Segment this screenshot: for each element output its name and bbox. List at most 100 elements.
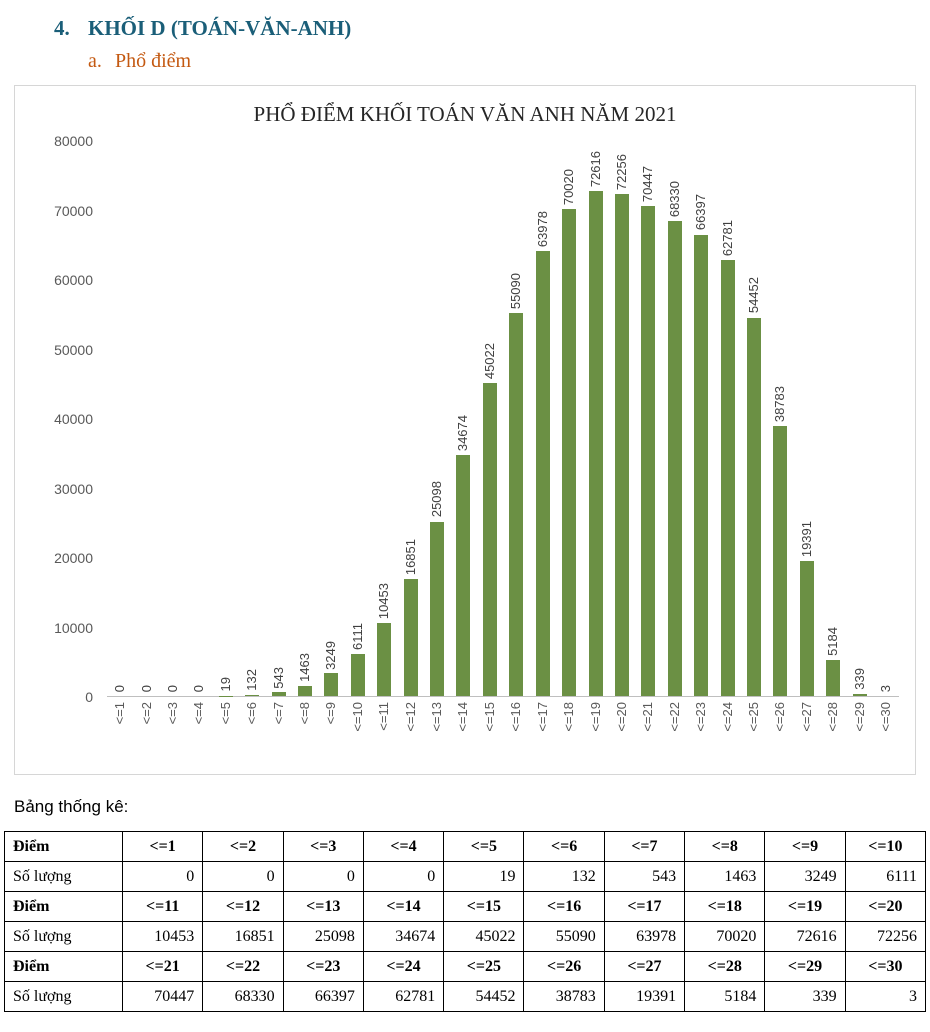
- table-row-counts: Số lượng 10453 16851 25098 34674 45022 55090 63…: [4, 921, 927, 952]
- x-axis-label: <=29: [851, 702, 867, 732]
- bar-value-label: 66397: [693, 194, 709, 231]
- x-label-column: <=14: [450, 702, 476, 759]
- table-cell-score: <=14: [362, 891, 445, 922]
- bar-value-label: 10453: [376, 583, 392, 620]
- bar: [245, 695, 260, 696]
- bar-column: 70020: [556, 141, 582, 696]
- bar-column: 63978: [530, 141, 556, 696]
- bar-value-label: 19391: [798, 521, 814, 558]
- bar-value-label: 72256: [613, 153, 629, 190]
- x-axis-label: <=1: [112, 702, 128, 725]
- bar: [614, 193, 629, 696]
- bar: [535, 251, 550, 696]
- x-axis-label: <=23: [693, 702, 709, 732]
- x-label-column: <=7: [265, 702, 291, 759]
- bar-value-label: 68330: [666, 180, 682, 218]
- x-label-column: <=2: [133, 702, 159, 759]
- bar-value-label: 3249: [323, 640, 339, 670]
- x-axis-label: <=14: [455, 702, 471, 732]
- bar: [852, 693, 867, 696]
- bar: [271, 692, 286, 696]
- table-cell-score: <=26: [523, 951, 605, 982]
- row-label-score: Điểm: [4, 951, 123, 982]
- bar-value-label: 16851: [402, 538, 418, 575]
- x-axis-label: <=19: [587, 702, 603, 732]
- y-tick-label: 40000: [54, 411, 93, 427]
- x-axis-label: <=11: [376, 702, 392, 731]
- table-cell-count: 5184: [684, 981, 766, 1012]
- table-cell-score: <=23: [282, 951, 364, 982]
- bar: [324, 673, 339, 696]
- subsection-title: Phổ điểm: [115, 50, 192, 72]
- bar-column: 25098: [424, 141, 450, 696]
- y-tick-label: 80000: [54, 133, 93, 149]
- bar-column: 0: [186, 141, 212, 696]
- table-cell-count: 132: [523, 861, 605, 892]
- table-cell-score: <=15: [443, 891, 525, 922]
- table-cell-score: <=21: [121, 951, 204, 982]
- table-cell-score: <=9: [764, 831, 846, 862]
- table-cell-count: 339: [764, 981, 846, 1012]
- table-cell-count: 6111: [844, 861, 927, 892]
- x-label-column: <=30: [873, 702, 899, 759]
- x-label-column: <=29: [846, 702, 872, 759]
- bar-column: 0: [133, 141, 159, 696]
- table-cell-count: 543: [603, 861, 686, 892]
- bar: [799, 561, 814, 696]
- row-label-count: Số lượng: [4, 981, 123, 1012]
- row-label-count: Số lượng: [4, 861, 123, 892]
- x-label-column: <=8: [292, 702, 318, 759]
- x-label-column: <=10: [345, 702, 371, 759]
- bar-value-label: 70447: [640, 166, 656, 203]
- x-axis-label: <=21: [640, 702, 656, 732]
- table-cell-score: <=29: [764, 951, 846, 982]
- x-axis-label: <=3: [165, 702, 181, 725]
- table-cell-count: 3249: [764, 861, 846, 892]
- table-cell-count: 0: [121, 861, 204, 892]
- table-cell-score: <=12: [202, 891, 284, 922]
- table-cell-score: <=30: [844, 951, 927, 982]
- table-cell-count: 19391: [603, 981, 686, 1012]
- table-cell-score: <=8: [684, 831, 766, 862]
- y-tick-label: 20000: [54, 550, 93, 566]
- x-label-column: <=23: [688, 702, 714, 759]
- bar-value-label: 72616: [587, 151, 603, 188]
- bar-column: 34674: [450, 141, 476, 696]
- bar-value-label: 0: [112, 684, 128, 692]
- bar-column: 16851: [397, 141, 423, 696]
- bar: [667, 221, 682, 696]
- table-cell-score: <=28: [684, 951, 766, 982]
- table-cell-score: <=22: [202, 951, 284, 982]
- bar: [403, 578, 418, 696]
- table-cell-score: <=4: [362, 831, 445, 862]
- bar-column: 339: [846, 141, 872, 696]
- x-axis-label: <=17: [534, 702, 550, 732]
- bar-value-label: 45022: [481, 342, 497, 380]
- bars-area: 0 0 0 0 19 132 543 1463 3249 6111 10453 16851 25098 3…: [107, 141, 899, 697]
- x-label-column: <=6: [239, 702, 265, 759]
- bar-value-label: 70020: [561, 169, 577, 206]
- chart-title: PHỔ ĐIỂM KHỐI TOÁN VĂN ANH NĂM 2021: [253, 102, 677, 126]
- x-label-column: <=21: [635, 702, 661, 759]
- bar-column: 72256: [609, 141, 635, 696]
- y-tick-label: 50000: [54, 341, 93, 358]
- x-axis-label: <=16: [508, 702, 524, 732]
- table-cell-count: 72256: [844, 921, 927, 952]
- x-label-column: <=18: [556, 702, 582, 759]
- table-cell-score: <=5: [443, 831, 525, 862]
- x-axis-label: <=26: [772, 702, 788, 732]
- x-axis-label: <=6: [244, 702, 260, 725]
- y-tick-label: 60000: [54, 272, 93, 288]
- x-axis-label: <=7: [270, 702, 286, 725]
- x-axis-label: <=25: [745, 702, 761, 732]
- bar: [641, 206, 656, 696]
- x-label-column: <=5: [213, 702, 239, 759]
- bar-value-label: 543: [270, 666, 286, 689]
- bar: [720, 259, 735, 696]
- table-cell-count: 54452: [443, 981, 525, 1012]
- bar-value-label: 1463: [297, 652, 313, 682]
- bar-column: 54452: [741, 141, 767, 696]
- bar-value-label: 6111: [349, 622, 365, 650]
- y-tick-label: 30000: [54, 480, 93, 497]
